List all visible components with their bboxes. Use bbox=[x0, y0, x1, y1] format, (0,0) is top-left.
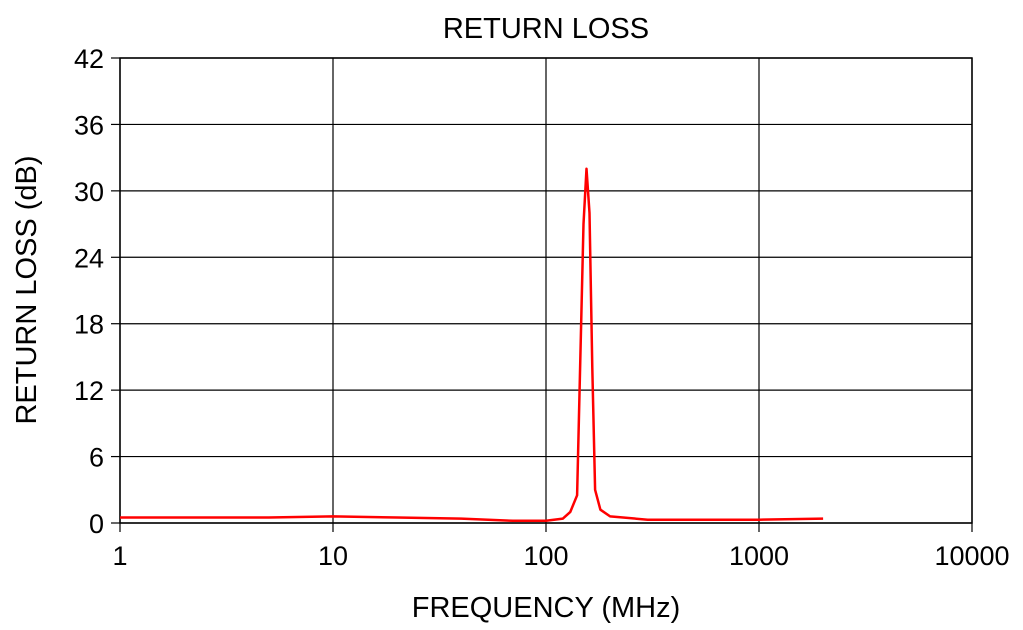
y-tick-label: 18 bbox=[74, 310, 104, 340]
y-tick-label: 0 bbox=[89, 509, 104, 539]
x-tick-label: 1000 bbox=[729, 541, 789, 571]
grid bbox=[111, 57, 973, 532]
y-axis-title: RETURN LOSS (dB) bbox=[11, 155, 43, 424]
y-tick-label: 12 bbox=[74, 376, 104, 406]
y-tick-label: 30 bbox=[74, 177, 104, 207]
return-loss-line bbox=[120, 167, 824, 523]
y-tick-label: 36 bbox=[74, 110, 104, 140]
x-tick-labels: 1 10 100 1000 10000 bbox=[112, 541, 1009, 571]
y-tick-label: 42 bbox=[74, 44, 104, 74]
y-tick-label: 6 bbox=[89, 443, 104, 473]
y-tick-label: 24 bbox=[74, 243, 104, 273]
x-tick-label: 10 bbox=[318, 541, 348, 571]
chart-title: RETURN LOSS bbox=[443, 13, 649, 45]
y-tick-labels: 0 6 12 18 24 30 36 42 bbox=[74, 44, 104, 539]
x-tick-label: 10000 bbox=[934, 541, 1009, 571]
x-tick-label: 100 bbox=[523, 541, 568, 571]
x-axis-title: FREQUENCY (MHz) bbox=[412, 592, 681, 624]
plot-frame bbox=[119, 57, 973, 524]
x-tick-label: 1 bbox=[112, 541, 127, 571]
